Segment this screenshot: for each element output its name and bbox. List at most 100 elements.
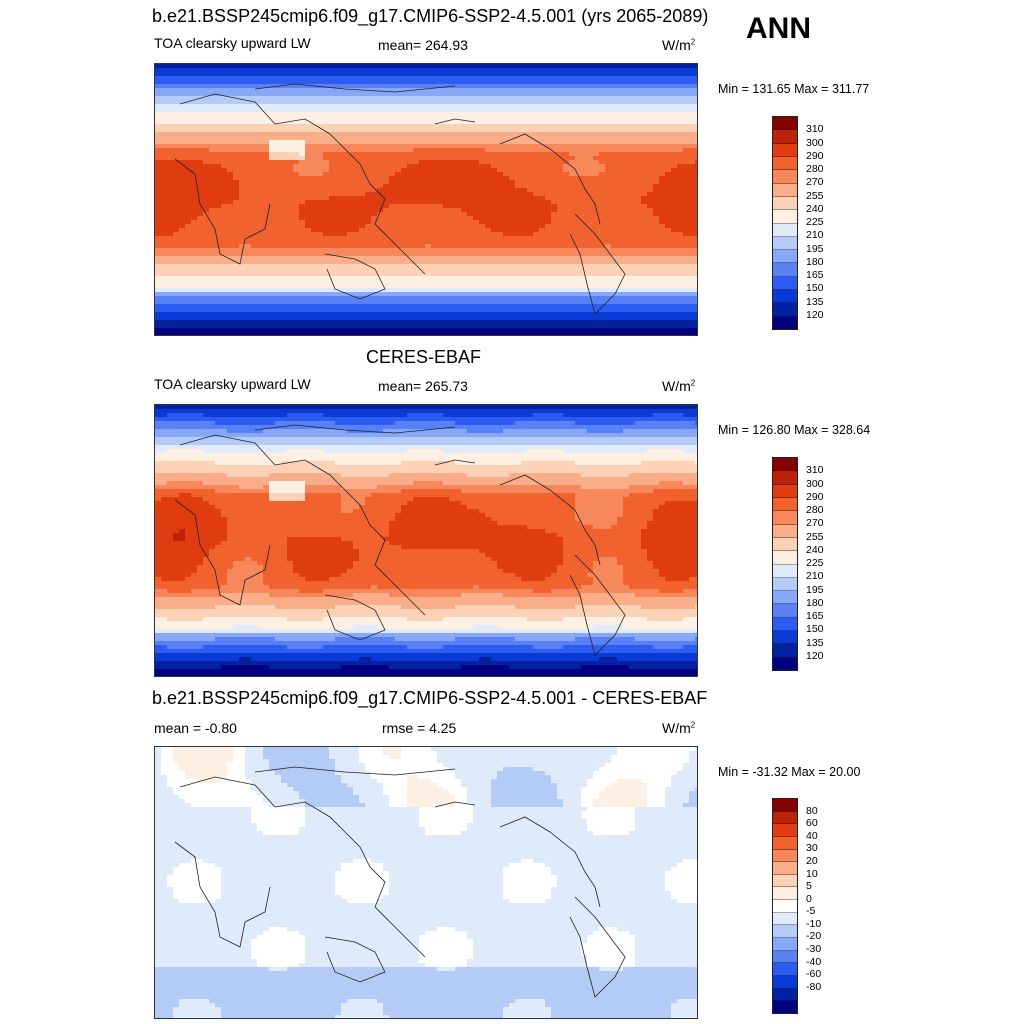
colorbar-segment <box>773 874 797 888</box>
variable-label: TOA clearsky upward LW <box>154 35 311 51</box>
colorbar-tick-label: 120 <box>806 649 824 662</box>
colorbar-segment <box>773 130 797 144</box>
coastline <box>434 801 476 808</box>
coastline <box>569 554 626 656</box>
map-plot <box>154 404 698 677</box>
colorbar-tick-label: 165 <box>806 610 824 622</box>
coastline <box>179 434 426 616</box>
map-plot <box>154 746 698 1019</box>
colorbar-segment <box>773 458 797 472</box>
colorbar-segment <box>773 836 797 850</box>
colorbar-tick-label: 255 <box>806 189 824 202</box>
colorbar-segment <box>773 183 797 197</box>
colorbar-segment <box>773 497 797 512</box>
colorbar-segment <box>773 604 797 618</box>
colorbar-tick-label: 135 <box>806 295 824 308</box>
colorbar-tick-label: 135 <box>806 636 824 649</box>
colorbar-segment <box>773 975 797 989</box>
coastline <box>569 896 626 998</box>
colorbar-segment <box>773 196 797 211</box>
colorbar-segment <box>773 912 797 926</box>
colorbar-tick-label: 225 <box>806 557 824 569</box>
season-label: ANN <box>746 12 811 45</box>
colorbar-segment <box>773 631 797 645</box>
colorbar-segment <box>773 564 797 578</box>
colorbar-segment <box>773 484 797 498</box>
minmax-label: Min = 131.65 Max = 311.77 <box>718 82 870 96</box>
panel-title: b.e21.BSSP245cmip6.f09_g17.CMIP6-SSP2-4.… <box>152 688 708 708</box>
coastline <box>569 213 626 315</box>
colorbar-tick-label: 150 <box>806 282 824 295</box>
colorbar-segment <box>773 849 797 863</box>
colorbar-segment <box>773 511 797 525</box>
colorbar-tick-label: 225 <box>806 216 824 228</box>
colorbar-tick-label: 280 <box>806 163 824 175</box>
colorbar-tick-label: 120 <box>806 308 824 321</box>
colorbar-tick-label: 255 <box>806 530 824 543</box>
colorbar-segment <box>773 276 797 291</box>
colorbar-tick-label: 195 <box>806 242 824 255</box>
rmse-label: rmse = 4.25 <box>382 720 457 736</box>
map-plot <box>154 63 698 336</box>
map-field <box>155 64 697 335</box>
colorbar-tick-label: 195 <box>806 583 824 596</box>
colorbar-segment <box>773 236 797 251</box>
colorbar-segment <box>773 811 797 825</box>
colorbar-tick-label: -40 <box>806 955 822 968</box>
coastline <box>434 118 476 125</box>
colorbar-tick-label: 10 <box>806 867 818 880</box>
coastline <box>324 594 386 641</box>
minmax-label: Min = -31.32 Max = 20.00 <box>718 765 861 779</box>
colorbar-tick-label: 0 <box>806 892 812 905</box>
colorbar-tick-label: 310 <box>806 123 824 136</box>
colorbar-segment <box>773 250 797 264</box>
colorbar-tick-label: -30 <box>806 943 822 956</box>
colorbar-tick-label: 210 <box>806 229 824 242</box>
colorbar-segment <box>773 644 797 658</box>
colorbar <box>772 457 798 671</box>
colorbar-segment <box>773 223 797 237</box>
colorbar-segment <box>773 900 797 913</box>
colorbar-segment <box>773 524 797 538</box>
colorbar-segment <box>773 551 797 565</box>
colorbar-segment <box>773 963 797 976</box>
coastline <box>254 766 456 776</box>
units-label: W/m2 <box>662 720 696 736</box>
colorbar-tick-label: 290 <box>806 149 824 162</box>
colorbar <box>772 116 798 330</box>
variable-label: TOA clearsky upward LW <box>154 376 311 392</box>
colorbar-segment <box>773 117 797 131</box>
colorbar-segment <box>773 925 797 939</box>
coastline <box>174 499 271 606</box>
map-field <box>155 405 697 676</box>
colorbar-tick-label: 150 <box>806 623 824 636</box>
coastline <box>499 816 601 908</box>
coastline <box>174 158 271 265</box>
colorbar-tick-label: -60 <box>806 968 822 981</box>
colorbar-tick-label: 290 <box>806 490 824 503</box>
mean-label: mean= 265.73 <box>378 378 468 394</box>
colorbar-segment <box>773 862 797 875</box>
colorbar-segment <box>773 290 797 304</box>
colorbar-segment <box>773 156 797 171</box>
mean-label: mean = -0.80 <box>154 720 237 736</box>
coastline <box>179 93 426 275</box>
colorbar-segment <box>773 316 797 329</box>
panel-title: b.e21.BSSP245cmip6.f09_g17.CMIP6-SSP2-4.… <box>152 6 709 26</box>
units-label: W/m2 <box>662 37 696 53</box>
colorbar-segment <box>773 170 797 184</box>
map-field <box>155 747 697 1018</box>
colorbar-segment <box>773 210 797 224</box>
units-label: W/m2 <box>662 378 696 394</box>
coastline <box>499 133 601 225</box>
colorbar-tick-label: 280 <box>806 504 824 516</box>
colorbar-tick-label: 20 <box>806 854 818 867</box>
colorbar-tick-label: 60 <box>806 817 818 830</box>
colorbar-tick-label: 40 <box>806 829 818 842</box>
coastline <box>254 424 456 434</box>
colorbar-tick-label: 300 <box>806 477 824 490</box>
colorbar-segment <box>773 537 797 552</box>
colorbar-segment <box>773 824 797 837</box>
coastline <box>179 776 426 958</box>
colorbar-tick-label: 310 <box>806 464 824 477</box>
